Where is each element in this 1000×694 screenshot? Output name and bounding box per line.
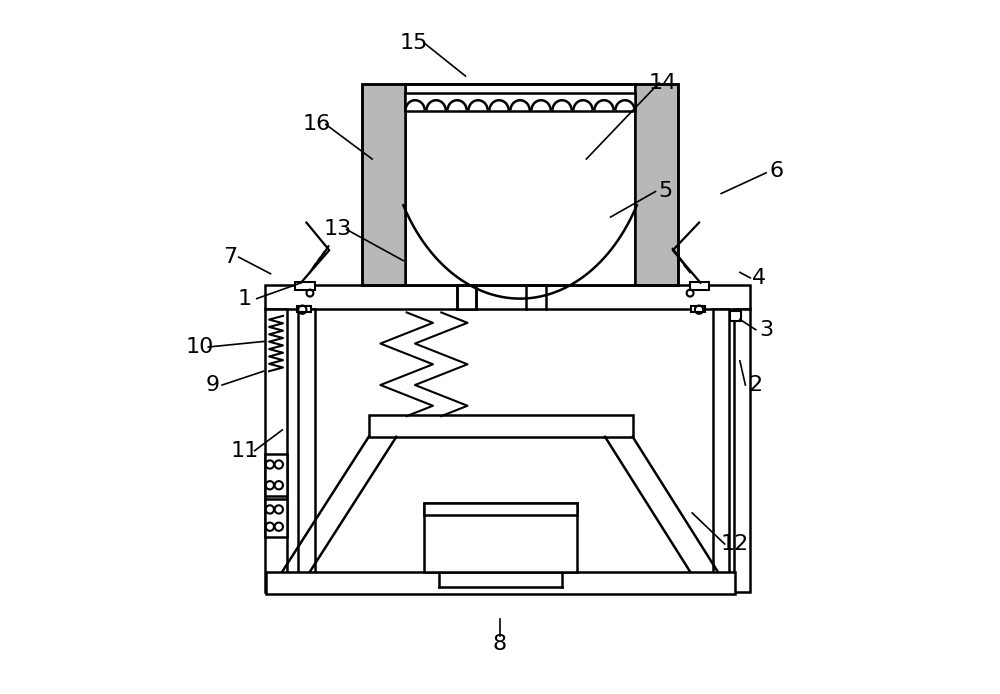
Text: 11: 11 <box>230 441 258 461</box>
Text: 10: 10 <box>185 337 214 357</box>
Bar <box>362 85 405 285</box>
Bar <box>691 305 705 312</box>
Text: 12: 12 <box>721 534 749 554</box>
Bar <box>405 92 635 110</box>
Text: 4: 4 <box>752 268 766 288</box>
Bar <box>690 282 709 290</box>
Bar <box>362 85 678 285</box>
Text: 14: 14 <box>648 73 677 93</box>
Bar <box>635 85 678 285</box>
Text: 13: 13 <box>323 219 352 239</box>
Text: 6: 6 <box>769 161 784 180</box>
Bar <box>730 311 741 321</box>
Bar <box>713 309 729 593</box>
Text: 1: 1 <box>237 289 251 309</box>
Text: 9: 9 <box>206 375 220 395</box>
Text: 2: 2 <box>749 375 763 395</box>
Bar <box>295 282 315 290</box>
Bar <box>405 85 635 285</box>
Bar <box>457 285 476 309</box>
Bar <box>265 454 287 496</box>
Text: 5: 5 <box>659 181 673 201</box>
Bar <box>297 305 311 312</box>
Text: 15: 15 <box>399 33 428 53</box>
Text: 3: 3 <box>759 320 773 340</box>
Bar <box>265 309 287 593</box>
Bar <box>265 499 287 537</box>
Text: 16: 16 <box>303 115 331 135</box>
Bar <box>424 502 577 572</box>
Text: 8: 8 <box>493 634 507 654</box>
Bar <box>734 309 750 593</box>
Text: 7: 7 <box>223 247 237 267</box>
Bar <box>266 572 735 595</box>
Bar <box>265 285 750 309</box>
Bar <box>424 502 577 515</box>
Bar <box>298 309 315 593</box>
Bar <box>369 415 633 437</box>
